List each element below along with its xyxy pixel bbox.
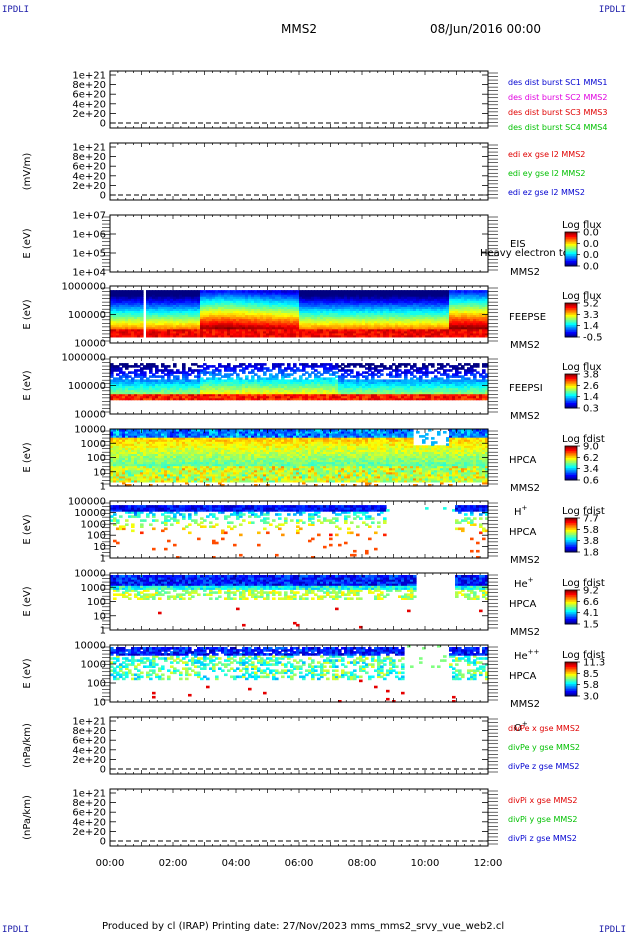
heatmap-cell <box>350 369 354 372</box>
y-axis-label: E (eV) <box>22 299 33 329</box>
y-axis-label: E (eV) <box>22 228 33 258</box>
colorbar-tick-label: 1.4 <box>583 321 599 332</box>
colorbar-tick-label: -0.5 <box>583 333 603 344</box>
legend-entry: edi ez gse l2 MMS2 <box>508 188 585 197</box>
heatmap-cell <box>155 365 159 368</box>
legend-entry: des dist burst SC1 MMS1 <box>508 78 607 87</box>
heatmap-cell <box>293 363 297 366</box>
heatmap-cell <box>173 363 177 366</box>
heatmap-cell <box>143 371 147 374</box>
heatmap-cell <box>218 369 222 372</box>
y-tick-label: 100000 <box>68 310 106 321</box>
y-tick-label: 1e+06 <box>72 230 106 241</box>
y-tick-label: 10000 <box>74 339 106 350</box>
heatmap-cell <box>236 373 240 376</box>
heatmap-cell <box>413 363 417 366</box>
colorbar-tick-label: 0.0 <box>583 239 599 250</box>
spacecraft-label: MMS2 <box>510 267 540 278</box>
legend-entry: edi ex gse l2 MMS2 <box>508 150 585 159</box>
legend-entry: des dist burst SC3 MMS3 <box>508 108 607 117</box>
panel-frame <box>110 215 488 272</box>
panel-frame <box>110 71 488 128</box>
panel-frame <box>110 143 488 200</box>
spacecraft-label: MMS2 <box>510 340 540 351</box>
colorbar-tick-label: 0.0 <box>583 262 599 273</box>
y-axis-label: (mV/m) <box>22 153 33 191</box>
heatmap-cell <box>380 373 384 376</box>
y-tick-label: 1000000 <box>61 282 106 293</box>
y-tick-label: 0 <box>100 191 106 202</box>
instrument-label: FEEPSE <box>509 312 546 323</box>
legend-entry: des dist burst SC4 MMS4 <box>508 123 607 132</box>
colorbar-tick-label: 0.0 <box>583 250 599 261</box>
overlay-label: Heavy electron to <box>480 248 569 259</box>
heatmap-cell <box>176 375 180 378</box>
legend-entry: edi ey gse l2 MMS2 <box>508 169 586 178</box>
y-tick-label: 1e+05 <box>72 249 106 260</box>
heatmap-cell <box>281 363 285 366</box>
heatmap-cell <box>245 375 249 378</box>
heatmap-cell <box>140 290 144 293</box>
y-tick-label: 1e+07 <box>72 211 106 222</box>
colorbar-tick-label: 3.3 <box>583 310 599 321</box>
heatmap-cell <box>287 363 291 366</box>
legend-entry: des dist burst SC2 MMS2 <box>508 93 607 102</box>
y-tick-label: 1e+04 <box>72 268 106 279</box>
heatmap-cell <box>182 363 186 366</box>
heatmap-cell <box>167 365 171 368</box>
heatmap-cell <box>227 363 231 366</box>
colorbar-tick-label: 5.2 <box>583 299 599 310</box>
y-tick-label: 0 <box>100 119 106 130</box>
colorbar-tick-label: 0.0 <box>583 228 599 239</box>
heatmap-cell <box>263 363 267 366</box>
